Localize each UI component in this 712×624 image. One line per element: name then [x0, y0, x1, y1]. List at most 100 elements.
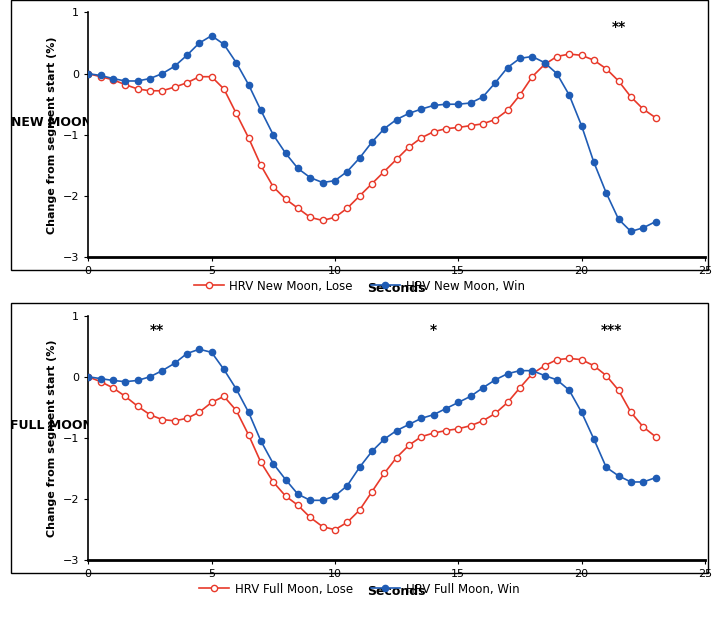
HRV New Moon, Lose — [404, 144, 413, 151]
HRV Full Moon, Lose — [417, 433, 426, 441]
HRV New Moon, Win — [441, 100, 450, 108]
Legend: HRV New Moon, Lose, HRV New Moon, Win: HRV New Moon, Lose, HRV New Moon, Win — [189, 275, 530, 298]
HRV New Moon, Lose — [232, 110, 241, 117]
Text: **: ** — [150, 323, 164, 337]
Text: NEW MOON: NEW MOON — [11, 116, 92, 129]
HRV New Moon, Win — [478, 93, 487, 100]
HRV Full Moon, Win — [343, 482, 352, 489]
HRV New Moon, Win — [281, 149, 290, 157]
HRV New Moon, Win — [404, 110, 413, 117]
HRV New Moon, Win — [540, 59, 549, 66]
HRV New Moon, Lose — [553, 53, 561, 61]
HRV New Moon, Win — [651, 218, 660, 225]
HRV Full Moon, Win — [602, 464, 610, 471]
HRV Full Moon, Lose — [380, 470, 389, 477]
HRV New Moon, Lose — [454, 124, 463, 131]
HRV New Moon, Win — [269, 131, 278, 139]
HRV Full Moon, Lose — [503, 399, 512, 406]
HRV Full Moon, Lose — [454, 425, 463, 432]
HRV New Moon, Win — [417, 105, 426, 113]
HRV Full Moon, Win — [269, 460, 278, 467]
HRV New Moon, Win — [528, 53, 536, 61]
X-axis label: Seconds: Seconds — [367, 585, 426, 598]
HRV New Moon, Lose — [515, 91, 524, 99]
HRV New Moon, Win — [244, 81, 253, 89]
HRV Full Moon, Lose — [404, 442, 413, 449]
HRV Full Moon, Win — [84, 373, 93, 381]
HRV New Moon, Win — [306, 174, 315, 182]
HRV Full Moon, Lose — [158, 416, 167, 423]
Text: ***: *** — [600, 323, 622, 337]
HRV Full Moon, Win — [429, 411, 438, 419]
HRV New Moon, Lose — [392, 155, 401, 163]
HRV Full Moon, Lose — [306, 514, 315, 521]
HRV Full Moon, Lose — [256, 459, 265, 466]
HRV New Moon, Lose — [293, 205, 302, 212]
HRV Full Moon, Lose — [269, 478, 278, 485]
HRV New Moon, Lose — [269, 183, 278, 190]
HRV New Moon, Lose — [96, 73, 105, 80]
HRV Full Moon, Win — [651, 474, 660, 482]
HRV Full Moon, Lose — [528, 370, 536, 378]
HRV Full Moon, Win — [244, 409, 253, 416]
HRV Full Moon, Win — [565, 386, 573, 394]
HRV New Moon, Lose — [367, 180, 376, 187]
Legend: HRV Full Moon, Lose, HRV Full Moon, Win: HRV Full Moon, Lose, HRV Full Moon, Win — [194, 578, 525, 601]
HRV Full Moon, Lose — [478, 417, 487, 424]
HRV New Moon, Lose — [417, 134, 426, 142]
HRV New Moon, Lose — [109, 76, 117, 84]
HRV Full Moon, Win — [219, 366, 228, 373]
HRV Full Moon, Win — [627, 478, 635, 485]
HRV New Moon, Win — [627, 228, 635, 235]
Text: FULL MOON: FULL MOON — [10, 419, 93, 432]
HRV Full Moon, Win — [466, 392, 475, 400]
X-axis label: Seconds: Seconds — [367, 281, 426, 295]
HRV New Moon, Lose — [441, 125, 450, 132]
HRV New Moon, Win — [256, 107, 265, 114]
HRV Full Moon, Lose — [318, 523, 327, 530]
HRV New Moon, Lose — [133, 85, 142, 93]
HRV Full Moon, Lose — [627, 409, 635, 416]
HRV New Moon, Lose — [84, 70, 93, 77]
HRV New Moon, Lose — [639, 105, 647, 113]
HRV Full Moon, Lose — [96, 378, 105, 386]
HRV New Moon, Win — [454, 100, 463, 108]
HRV Full Moon, Lose — [540, 362, 549, 369]
HRV New Moon, Lose — [355, 192, 364, 200]
HRV Full Moon, Lose — [244, 431, 253, 439]
HRV Full Moon, Win — [96, 375, 105, 383]
HRV Full Moon, Win — [503, 370, 512, 378]
HRV New Moon, Win — [392, 116, 401, 124]
HRV Full Moon, Lose — [232, 407, 241, 414]
HRV New Moon, Win — [491, 79, 500, 87]
HRV New Moon, Lose — [651, 114, 660, 122]
HRV Full Moon, Lose — [343, 519, 352, 526]
HRV Full Moon, Lose — [553, 356, 561, 363]
HRV Full Moon, Lose — [429, 429, 438, 437]
HRV New Moon, Lose — [528, 73, 536, 80]
HRV Full Moon, Win — [195, 346, 204, 353]
HRV New Moon, Lose — [429, 128, 438, 135]
HRV Full Moon, Win — [478, 384, 487, 391]
HRV New Moon, Win — [553, 70, 561, 77]
HRV New Moon, Win — [380, 125, 389, 132]
HRV New Moon, Lose — [244, 134, 253, 142]
HRV New Moon, Lose — [318, 217, 327, 224]
HRV New Moon, Win — [367, 139, 376, 146]
HRV New Moon, Lose — [256, 162, 265, 169]
HRV New Moon, Win — [466, 99, 475, 107]
Line: HRV New Moon, Win: HRV New Moon, Win — [85, 32, 659, 235]
HRV New Moon, Lose — [343, 205, 352, 212]
HRV Full Moon, Win — [281, 475, 290, 483]
HRV Full Moon, Win — [256, 437, 265, 445]
Line: HRV New Moon, Lose: HRV New Moon, Lose — [85, 51, 659, 223]
HRV New Moon, Lose — [627, 93, 635, 100]
HRV Full Moon, Lose — [367, 488, 376, 495]
HRV New Moon, Win — [429, 102, 438, 109]
HRV Full Moon, Win — [491, 376, 500, 384]
HRV Full Moon, Win — [577, 409, 586, 416]
HRV Full Moon, Lose — [170, 417, 179, 424]
HRV New Moon, Win — [318, 178, 327, 186]
HRV New Moon, Win — [330, 177, 339, 185]
Y-axis label: Change from segment start (%): Change from segment start (%) — [47, 339, 57, 537]
